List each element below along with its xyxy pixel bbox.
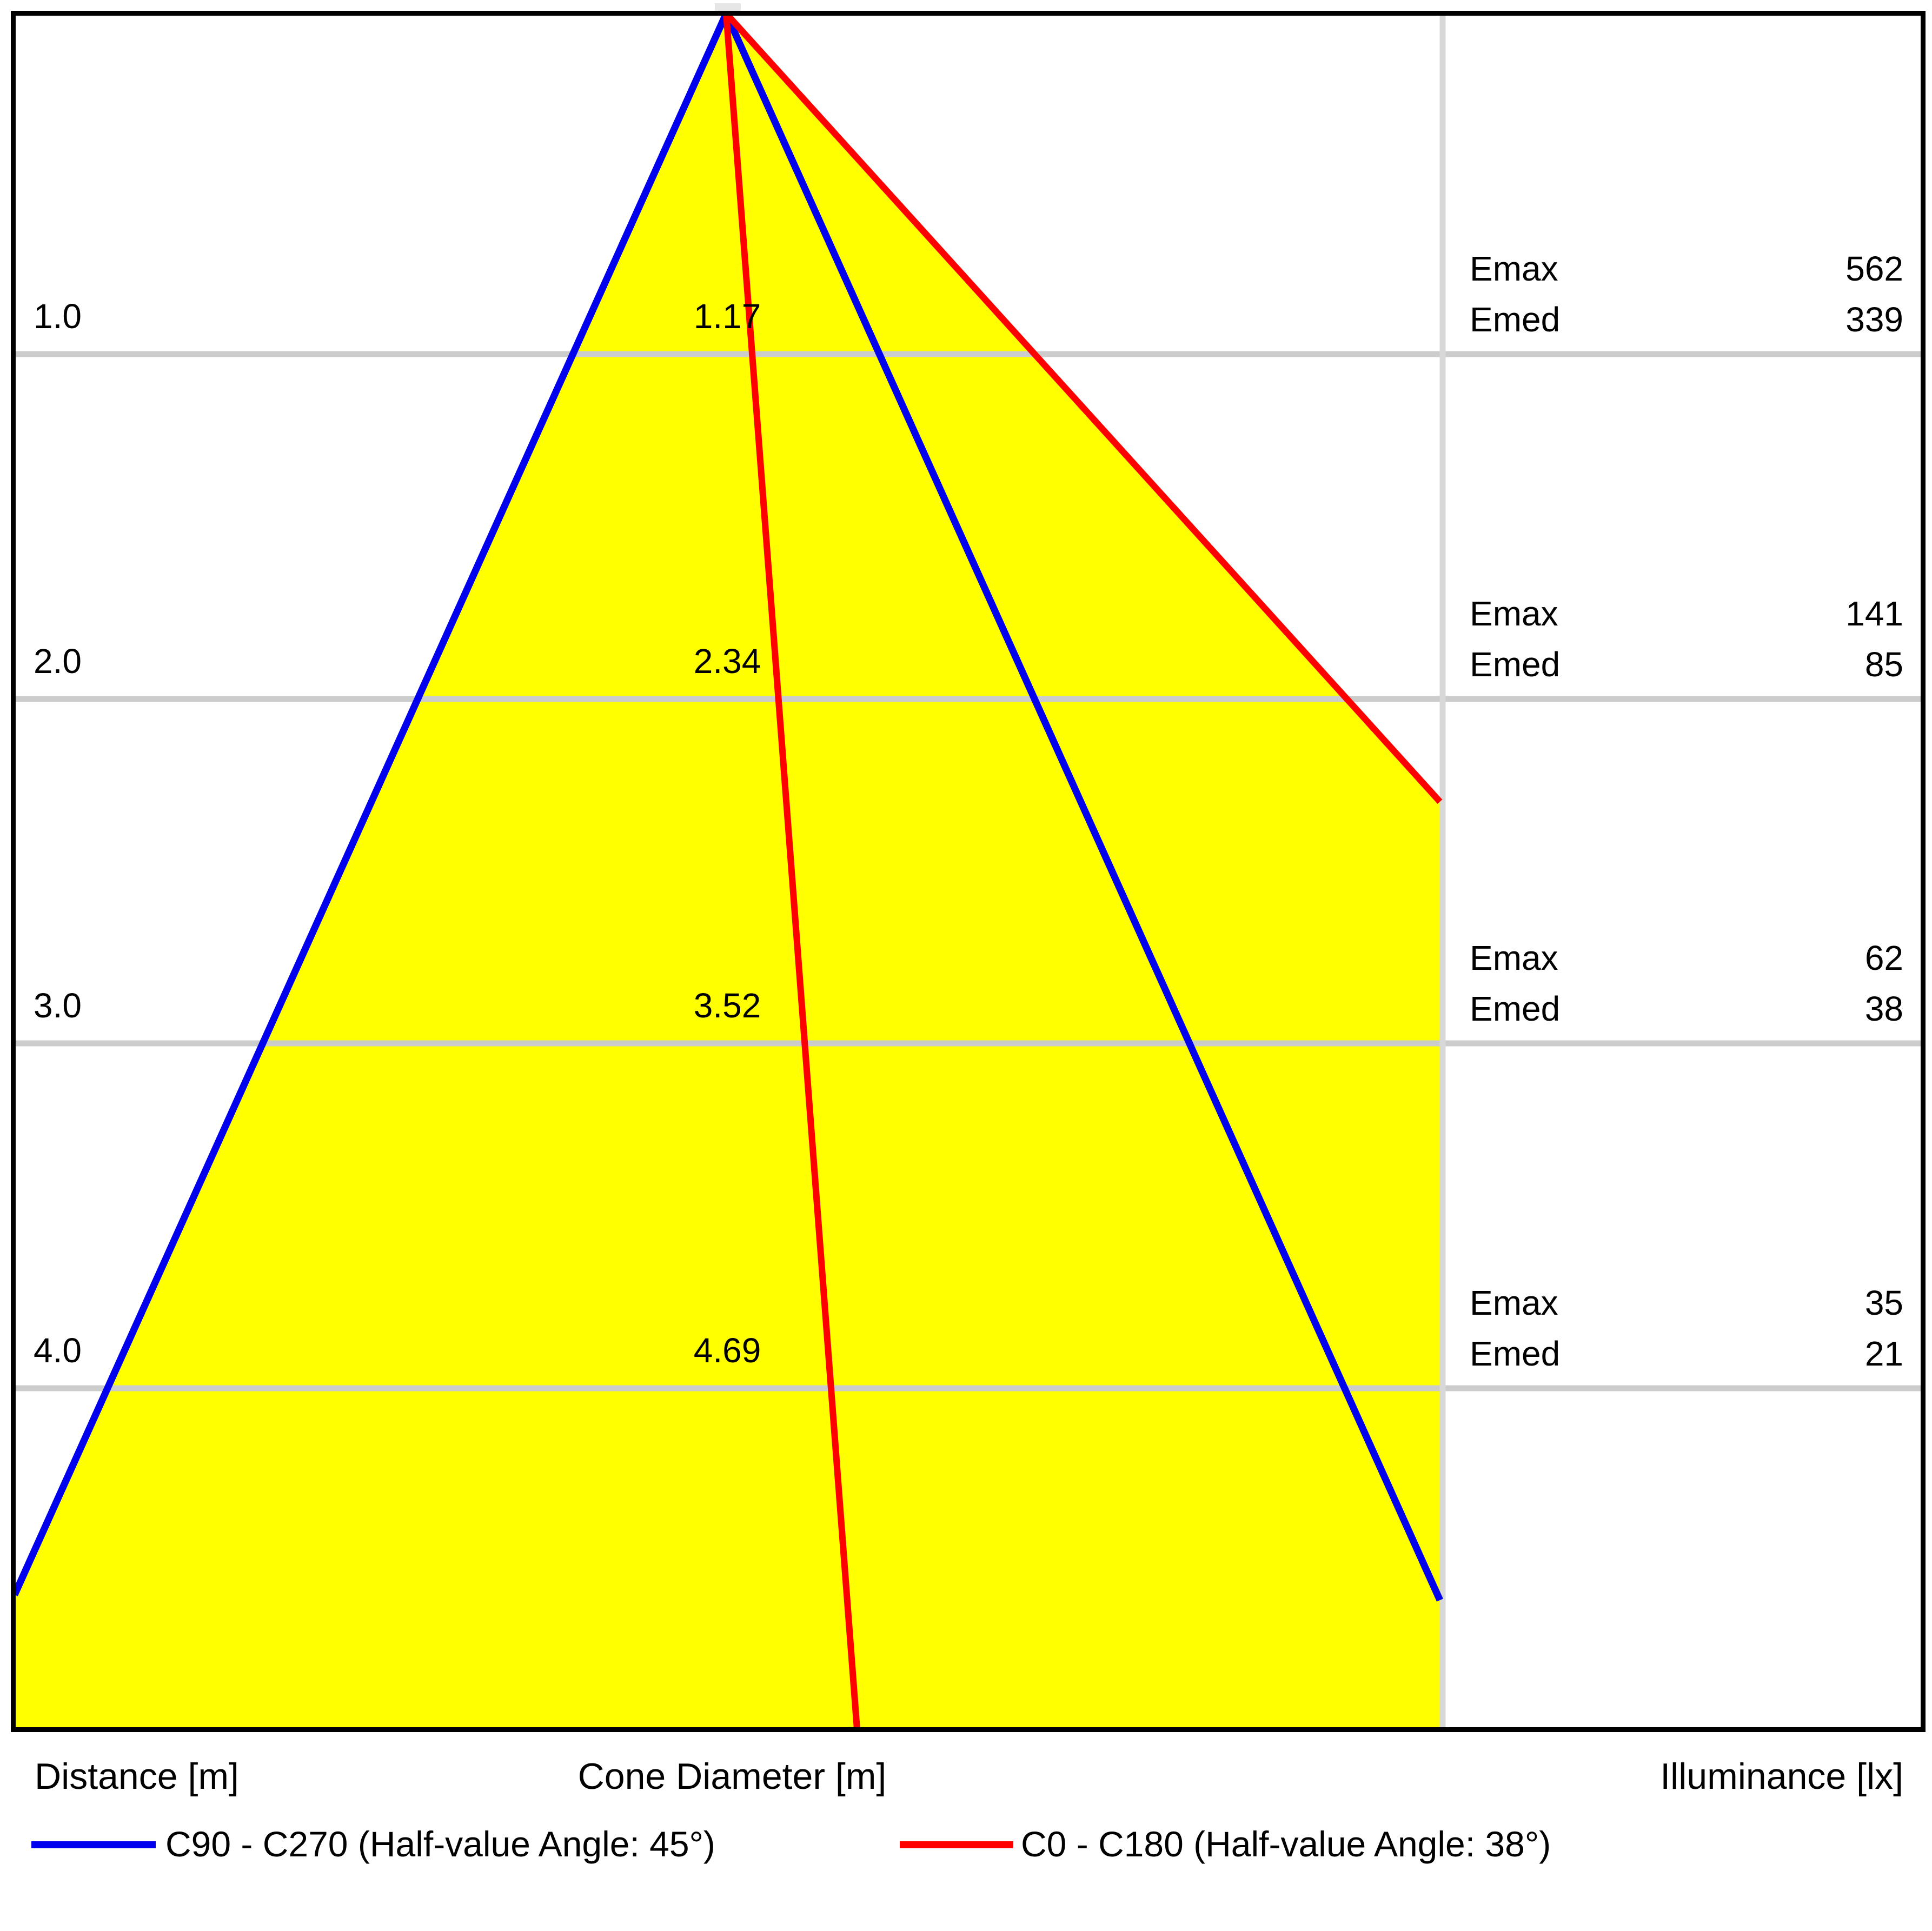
emed-label: Emed (1470, 300, 1561, 339)
illuminance-row: Emax 35 (1470, 1286, 1903, 1320)
emed-label: Emed (1470, 989, 1561, 1028)
emed-label: Emed (1470, 645, 1561, 684)
distance-label-4: 4.0 (34, 1331, 82, 1370)
emed-value: 38 (1864, 989, 1903, 1028)
emax-label: Emax (1470, 249, 1558, 288)
illuminance-row: Emax 62 (1470, 941, 1903, 975)
distance-label-2: 2.0 (34, 642, 82, 681)
illuminance-row: Emax 141 (1470, 596, 1903, 631)
light-cone-fill (14, 14, 1440, 1729)
emax-value: 141 (1845, 594, 1903, 633)
c0-c180-line-left (723, 13, 860, 1730)
c90-c270-legend-label: C90 - C270 (Half-value Angle: 45°) (165, 1824, 715, 1864)
cone-diameter-label-3: 3.52 (693, 986, 761, 1025)
emax-value: 562 (1845, 249, 1903, 288)
c90-c270-line-right (723, 12, 1443, 1602)
emed-value: 85 (1864, 645, 1903, 684)
emax-value: 62 (1864, 938, 1903, 977)
cone-diameter-axis-title: Cone Diameter [m] (577, 1756, 887, 1797)
emax-label: Emax (1470, 594, 1558, 633)
emed-value: 21 (1864, 1334, 1903, 1373)
distance-label-3: 3.0 (34, 986, 82, 1025)
emax-label: Emax (1470, 1283, 1558, 1322)
illuminance-row: Emed 339 (1470, 302, 1903, 337)
illuminance-axis-title: Illuminance [lx] (1660, 1756, 1903, 1797)
illuminance-row: Emed 38 (1470, 991, 1903, 1026)
illuminance-row: Emax 562 (1470, 251, 1903, 286)
c0-c180-legend-label: C0 - C180 (Half-value Angle: 38°) (1021, 1824, 1551, 1864)
emax-label: Emax (1470, 938, 1558, 977)
distance-label-1: 1.0 (34, 297, 82, 336)
chart-border (11, 11, 1926, 1732)
c0-c180-legend-swatch (900, 1841, 1013, 1848)
luminaire-symbol (715, 3, 741, 12)
cone-diameter-label-1: 1.17 (693, 297, 761, 336)
emed-label: Emed (1470, 1334, 1561, 1373)
c90-c270-line-left (11, 12, 729, 1596)
illuminance-row: Emed 85 (1470, 647, 1903, 682)
distance-axis-title: Distance [m] (35, 1756, 239, 1797)
emax-value: 35 (1864, 1283, 1903, 1322)
c90-c270-legend-swatch (31, 1841, 156, 1848)
cone-diameter-label-2: 2.34 (693, 642, 761, 681)
illuminance-row: Emed 21 (1470, 1336, 1903, 1371)
cone-diameter-label-4: 4.69 (693, 1331, 761, 1370)
emed-value: 339 (1845, 300, 1903, 339)
distance-gridlines (14, 351, 1923, 1391)
c0-c180-line-right (723, 11, 1443, 804)
